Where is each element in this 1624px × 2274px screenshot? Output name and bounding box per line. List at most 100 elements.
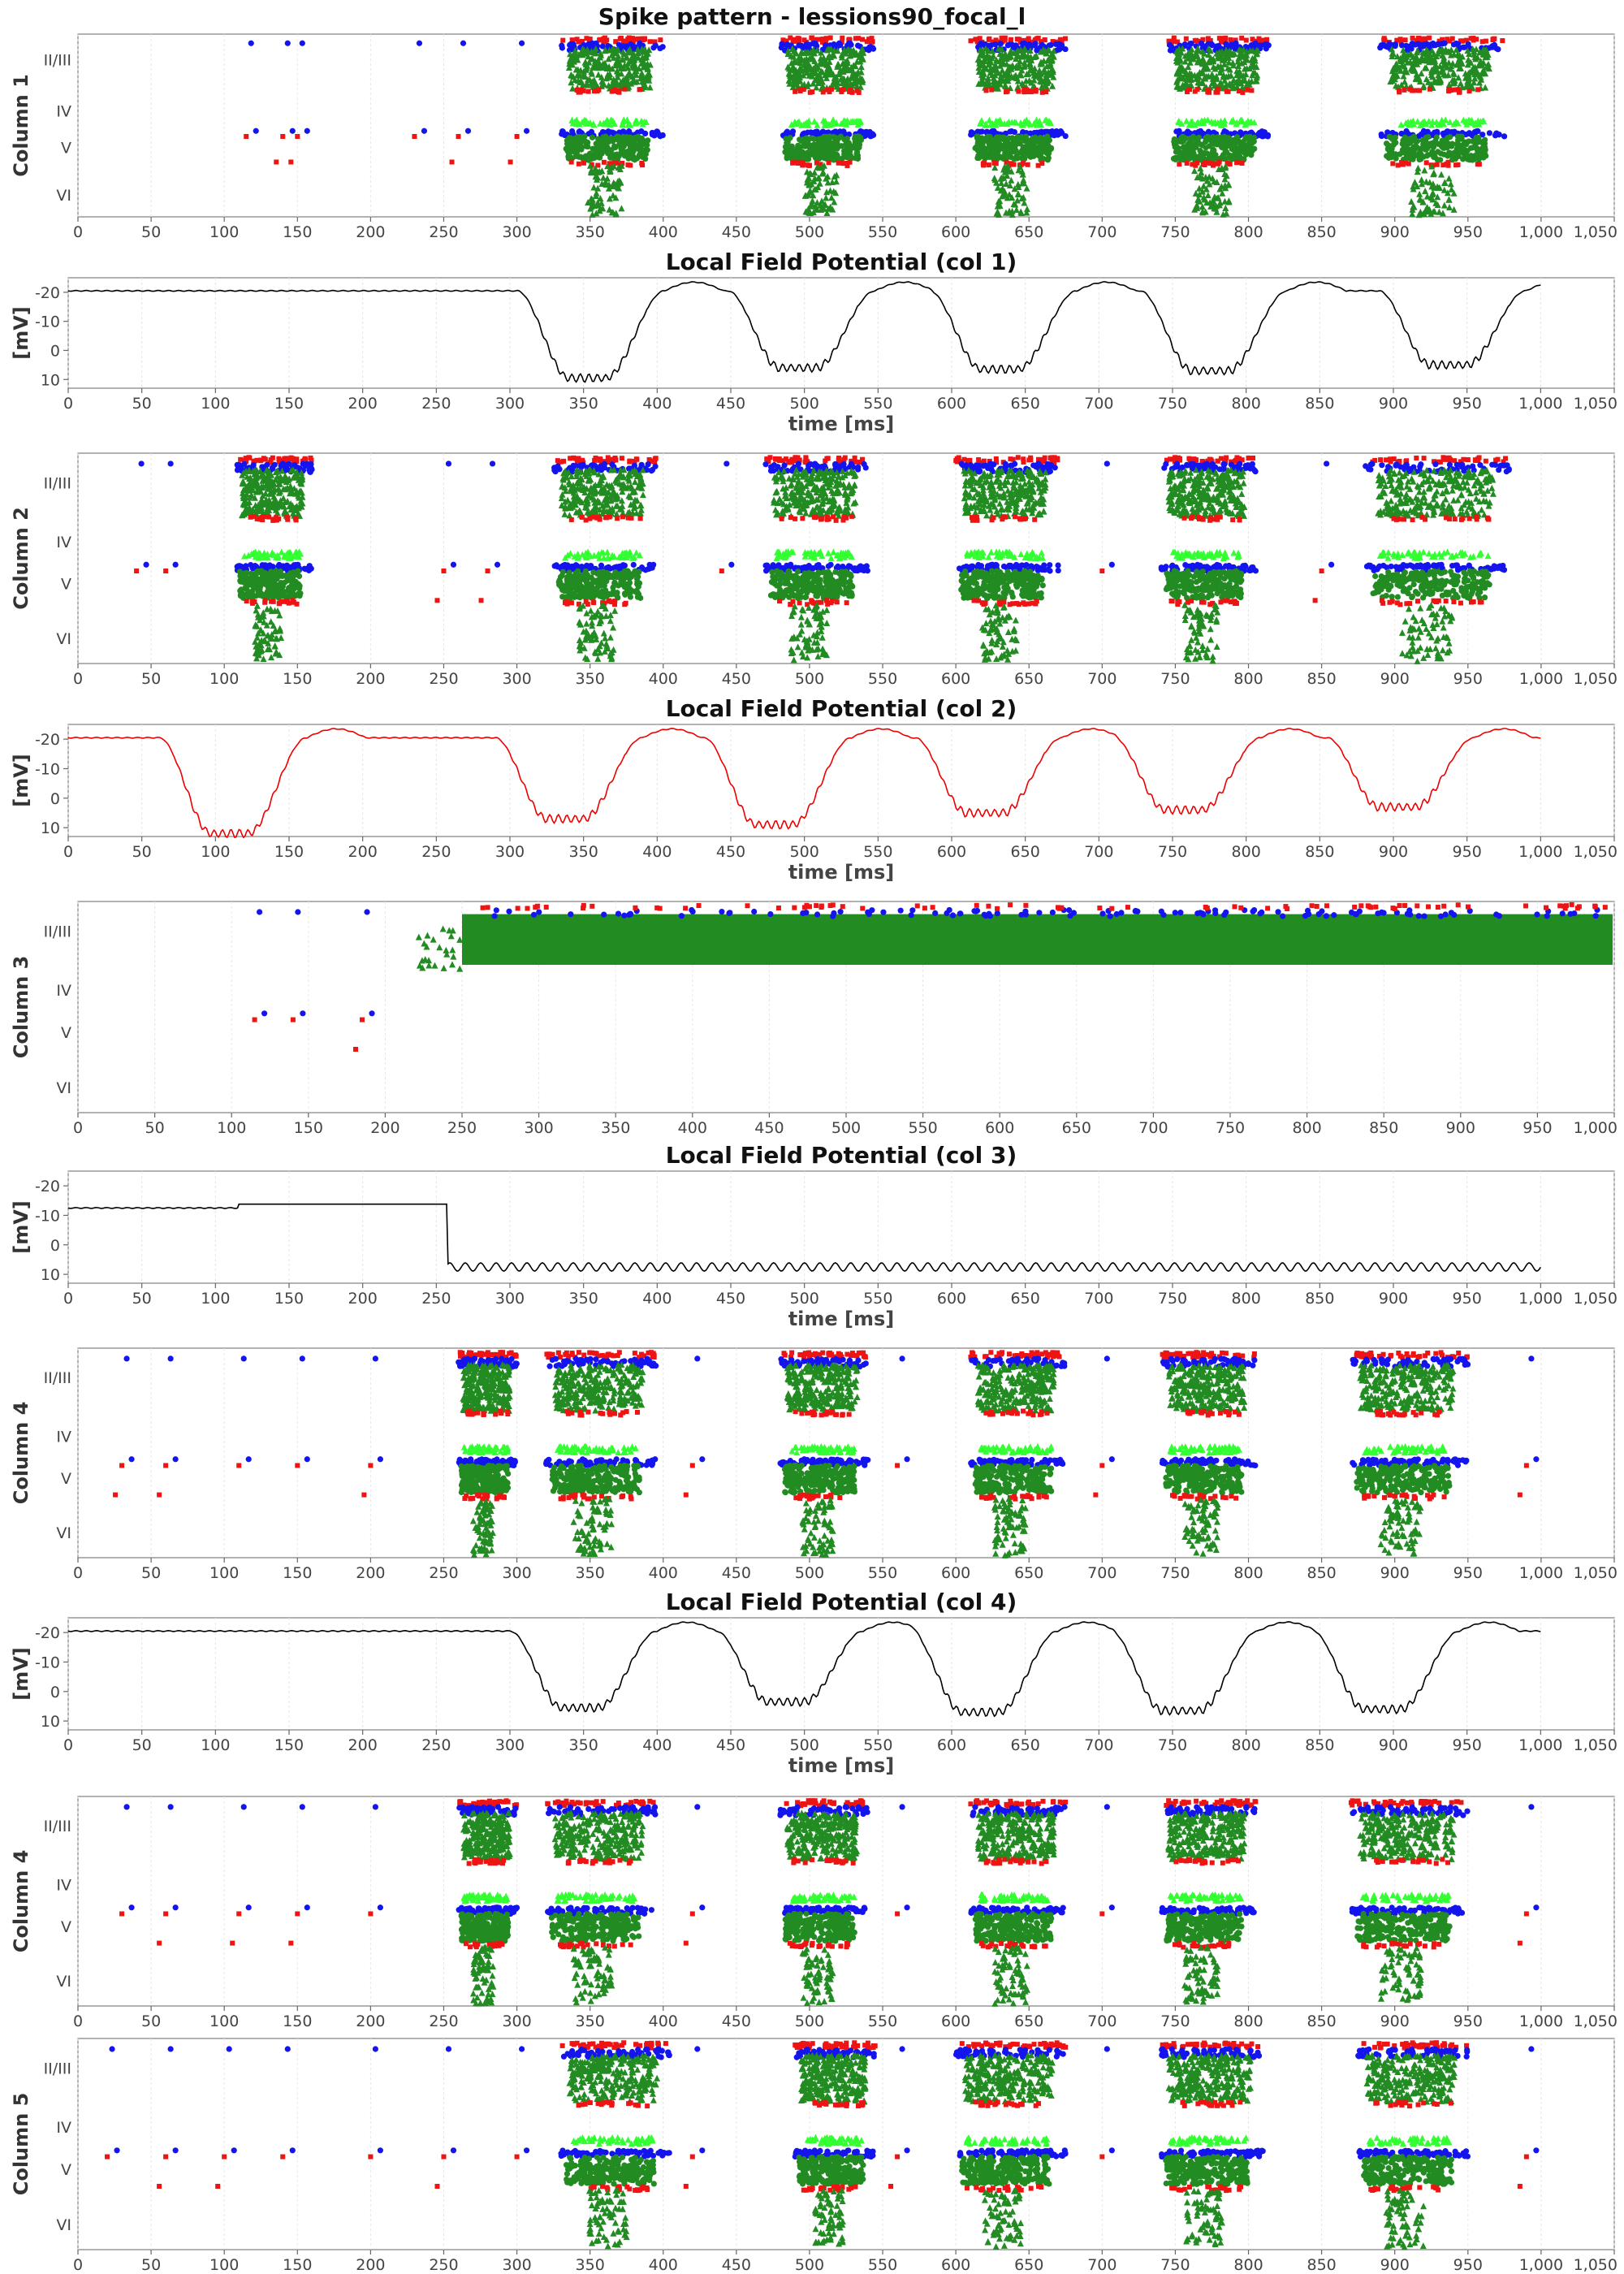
spike-mark xyxy=(784,153,790,160)
spike-mark xyxy=(646,84,654,91)
spike-mark xyxy=(577,89,583,95)
spike-mark xyxy=(605,184,612,192)
spike-mark xyxy=(585,143,591,150)
spike-mark xyxy=(839,89,844,95)
spike-mark xyxy=(1026,149,1032,157)
spike-mark xyxy=(860,37,866,42)
spike-mark xyxy=(1420,153,1427,160)
spike-mark xyxy=(626,141,633,147)
spike-mark xyxy=(870,39,875,45)
x-tick-label: 1,000 xyxy=(1519,223,1563,241)
spike-mark xyxy=(609,89,615,94)
layer-label: VI xyxy=(56,187,71,205)
spike-mark xyxy=(1190,162,1195,167)
spike-mark xyxy=(820,89,826,95)
spike-mark xyxy=(779,41,785,47)
spike-mark xyxy=(1182,135,1189,142)
x-tick-label: 0 xyxy=(73,670,83,688)
spike-mark xyxy=(288,159,294,165)
spike-mark xyxy=(1239,160,1245,166)
spike-mark xyxy=(584,45,591,53)
spike-mark xyxy=(620,116,628,123)
x-tick-label: 250 xyxy=(429,670,458,688)
spike-mark xyxy=(1044,145,1051,152)
spike-mark xyxy=(619,121,626,128)
spike-mark xyxy=(239,593,245,599)
spike-mark xyxy=(793,37,798,42)
layer-label: IV xyxy=(56,534,71,551)
spike-mark xyxy=(784,128,791,135)
spike-mark xyxy=(274,159,279,165)
spike-mark xyxy=(1486,130,1493,136)
spike-mark xyxy=(568,54,575,61)
spike-mark xyxy=(1047,41,1054,49)
spike-mark xyxy=(293,517,299,523)
spike-mark xyxy=(1062,132,1069,140)
spike-mark xyxy=(1224,89,1229,94)
spike-mark xyxy=(801,151,807,158)
spike-mark xyxy=(1228,37,1233,42)
x-tick-label: 100 xyxy=(209,670,239,688)
spike-mark xyxy=(637,138,643,145)
spike-mark xyxy=(1434,156,1440,163)
spike-mark xyxy=(1410,133,1417,140)
spike-mark xyxy=(812,149,818,156)
spike-mark xyxy=(594,71,602,78)
spike-mark xyxy=(1427,86,1432,92)
spike-mark xyxy=(1441,40,1448,46)
x-tick-label: 700 xyxy=(1087,670,1116,688)
spike-mark xyxy=(815,71,823,78)
spike-mark xyxy=(853,58,861,65)
spike-mark xyxy=(579,45,586,52)
spike-mark xyxy=(812,41,818,47)
spike-mark xyxy=(575,77,582,84)
spike-mark xyxy=(999,35,1004,41)
spike-mark xyxy=(1011,162,1017,167)
x-tick-label: 200 xyxy=(348,395,378,413)
spike-mark xyxy=(1427,35,1432,41)
spike-mark xyxy=(1009,37,1014,42)
spike-mark xyxy=(1412,41,1419,48)
spike-mark xyxy=(1440,162,1446,168)
spike-mark xyxy=(1397,89,1402,95)
spike-mark xyxy=(640,150,646,157)
spike-mark xyxy=(609,161,615,166)
spike-mark xyxy=(845,82,853,89)
spike-mark xyxy=(839,39,844,45)
spike-mark xyxy=(589,210,596,218)
spike-mark xyxy=(449,159,455,165)
spike-mark xyxy=(1452,156,1459,162)
spike-mark xyxy=(864,46,870,53)
spike-mark xyxy=(289,128,296,134)
spike-mark xyxy=(983,128,991,135)
spike-mark xyxy=(599,174,607,181)
x-tick-label: 0 xyxy=(73,223,83,241)
spike-mark xyxy=(1450,41,1458,48)
spike-mark xyxy=(983,88,989,93)
spike-mark xyxy=(609,65,616,72)
y-axis-label: Column 2 xyxy=(10,507,32,610)
spike-mark xyxy=(1453,162,1459,168)
spike-mark xyxy=(866,37,872,42)
spike-mark xyxy=(1453,141,1461,147)
spike-mark xyxy=(626,37,632,42)
spike-mark xyxy=(974,143,981,149)
x-tick-label: 50 xyxy=(141,670,161,688)
spike-mark xyxy=(592,168,599,175)
spike-mark xyxy=(996,135,1003,141)
spike-mark xyxy=(847,152,853,158)
spike-mark xyxy=(638,118,646,125)
spike-mark xyxy=(1421,41,1427,48)
spike-mark xyxy=(1171,37,1177,43)
spike-mark xyxy=(790,53,797,60)
spike-mark xyxy=(798,160,804,166)
spike-mark xyxy=(1417,88,1423,93)
spike-mark xyxy=(638,45,646,53)
spike-mark xyxy=(826,160,831,166)
spike-mark xyxy=(613,80,620,88)
spike-mark xyxy=(635,54,642,61)
spike-mark xyxy=(624,134,630,141)
spike-mark xyxy=(244,593,251,599)
spike-mark xyxy=(1240,89,1246,95)
spike-mark xyxy=(824,150,831,157)
